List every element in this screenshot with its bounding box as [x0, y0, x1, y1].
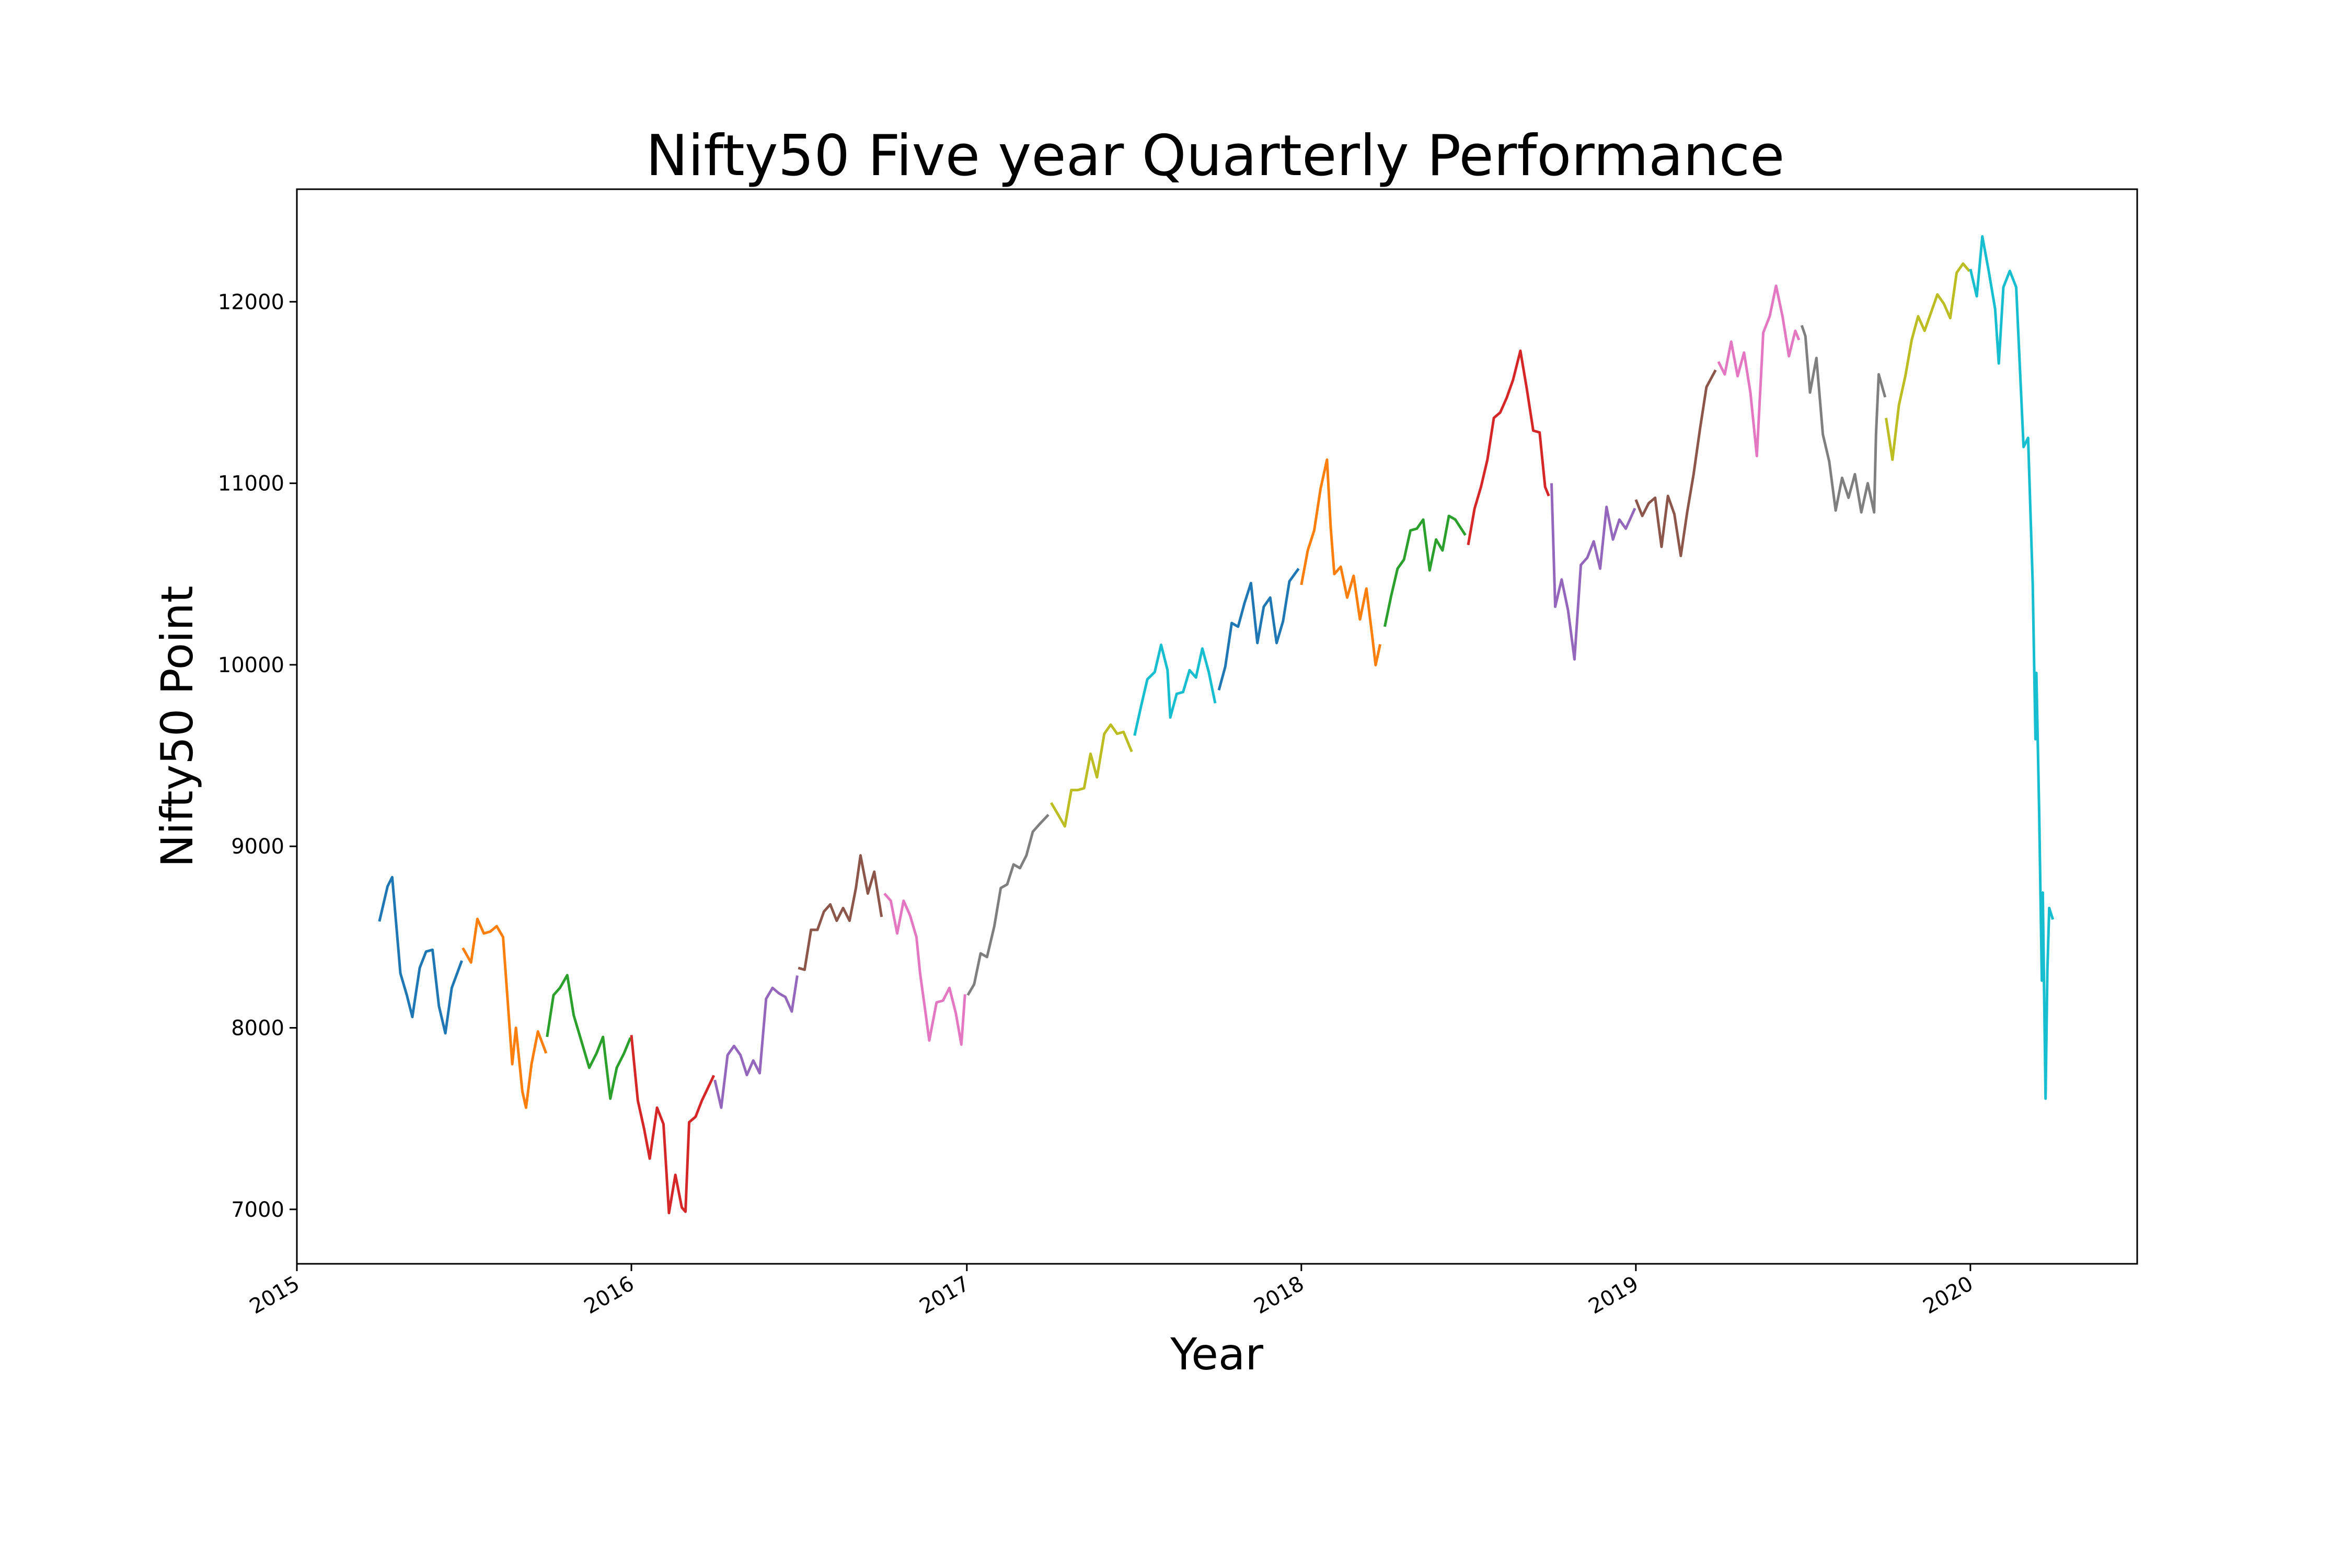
series-line-12 [1300, 458, 1382, 667]
y-tick-label-7000: 7000 [231, 1198, 284, 1222]
y-tick-label-12000: 12000 [218, 290, 284, 314]
series-line-5 [713, 975, 799, 1109]
series-line-13 [1383, 514, 1467, 627]
series-line-15 [1550, 483, 1636, 661]
series-line-11 [1217, 568, 1300, 691]
series-line-18 [1800, 325, 1887, 514]
y-tick-label-11000: 11000 [218, 472, 284, 496]
series-line-2 [462, 917, 548, 1109]
series-line-20 [1969, 235, 2055, 1100]
y-tick-label-8000: 8000 [231, 1017, 284, 1041]
series-line-1 [378, 875, 463, 1035]
series-line-7 [883, 892, 966, 1046]
series-line-17 [1717, 284, 1801, 457]
chart-title: Nifty50 Five year Quarterly Performance [645, 123, 1784, 189]
y-axis: 7000 8000 9000 10000 11000 12000 [218, 290, 297, 1222]
y-axis-label: Nifty50 Point [152, 585, 203, 867]
series-line-6 [798, 854, 883, 971]
series-line-9 [1050, 723, 1133, 828]
series-layer [378, 235, 2055, 1215]
series-line-3 [546, 974, 632, 1100]
series-line-16 [1634, 369, 1717, 557]
series-line-4 [630, 1035, 716, 1215]
series-line-10 [1133, 643, 1217, 736]
series-line-19 [1885, 262, 1971, 461]
series-line-14 [1467, 349, 1550, 546]
y-tick-label-9000: 9000 [231, 835, 284, 859]
x-axis-label: Year [1170, 1329, 1263, 1380]
y-tick-label-10000: 10000 [218, 653, 284, 677]
series-line-8 [966, 814, 1050, 996]
plot-frame [296, 188, 2138, 1265]
